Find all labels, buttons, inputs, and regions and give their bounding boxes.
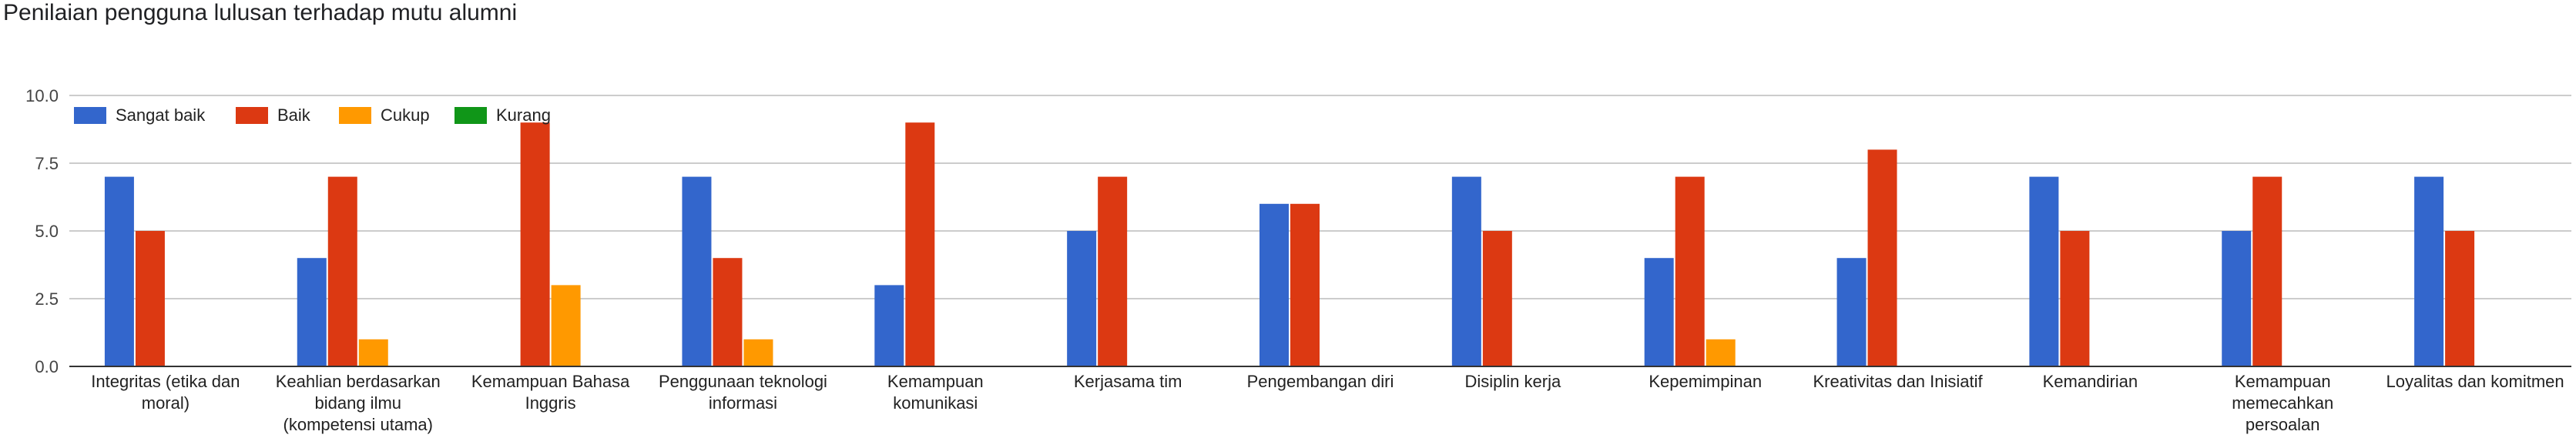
y-tick-label: 7.5 xyxy=(35,154,59,173)
legend-label: Cukup xyxy=(381,105,430,125)
x-category-label: Kepemimpinan xyxy=(1649,372,1762,391)
x-category-label: Pengembangan diri xyxy=(1247,372,1394,391)
x-category-label: Kemampuan komunikasi xyxy=(887,372,984,413)
chart-title: Penilaian pengguna lulusan terhadap mutu… xyxy=(3,0,517,25)
bar xyxy=(2445,231,2475,366)
bar xyxy=(2222,231,2252,366)
bar xyxy=(1259,203,1289,366)
x-category-label: Kreativitas dan Inisiatif xyxy=(1813,372,1983,391)
bar xyxy=(2252,176,2283,366)
legend-label: Baik xyxy=(277,105,311,125)
bar xyxy=(135,231,165,366)
x-category-label: Kemandirian xyxy=(2043,372,2138,391)
legend-label: Sangat baik xyxy=(116,105,206,125)
x-category-label: Kerjasama tim xyxy=(1074,372,1182,391)
y-tick-label: 5.0 xyxy=(35,222,59,241)
legend: Sangat baik Baik Cukup Kurang xyxy=(74,105,551,125)
bar xyxy=(743,339,773,366)
x-category-label: Kemampuan Bahasa Inggris xyxy=(471,372,630,413)
bar xyxy=(905,122,935,366)
bar xyxy=(2414,176,2444,366)
bar xyxy=(1482,231,1512,366)
x-category-label: Loyalitas dan komitmen xyxy=(2386,372,2564,391)
x-category-label: Keahlian berdasarkan bidang ilmu (kompeten… xyxy=(276,372,441,434)
legend-swatch xyxy=(74,107,106,124)
bar xyxy=(1098,176,1128,366)
bar xyxy=(2029,176,2059,366)
legend-label: Kurang xyxy=(496,105,551,125)
legend-swatch xyxy=(454,107,487,124)
bar xyxy=(1675,176,1705,366)
legend-swatch xyxy=(339,107,371,124)
bar xyxy=(327,176,357,366)
bar xyxy=(1867,149,1897,366)
bar xyxy=(520,122,550,366)
bar xyxy=(1836,258,1867,366)
bar xyxy=(1706,339,1736,366)
x-category-label: Disiplin kerja xyxy=(1464,372,1561,391)
bar xyxy=(682,176,712,366)
legend-swatch xyxy=(236,107,268,124)
bar xyxy=(1451,176,1481,366)
y-tick-label: 10.0 xyxy=(25,86,59,105)
x-axis-category-labels: Integritas (etika dan moral) Keahlian berd… xyxy=(91,372,2564,434)
bars xyxy=(104,122,2475,366)
x-category-label: Integritas (etika dan moral) xyxy=(91,372,240,413)
bar xyxy=(551,285,581,366)
y-tick-label: 0.0 xyxy=(35,357,59,376)
bar xyxy=(1067,231,1097,366)
x-category-label: Penggunaan teknologi informasi xyxy=(659,372,827,413)
bar xyxy=(297,258,327,366)
gridlines xyxy=(69,95,2571,299)
bar xyxy=(1644,258,1674,366)
bar xyxy=(874,285,904,366)
bar xyxy=(2060,231,2090,366)
y-axis-tick-labels: 0.0 2.5 5.0 7.5 10.0 xyxy=(25,86,59,376)
bar xyxy=(104,176,134,366)
x-category-label: Kemampuan memecahkan persoalan xyxy=(2232,372,2333,434)
bar xyxy=(1290,203,1320,366)
bar xyxy=(358,339,388,366)
bar xyxy=(713,258,743,366)
y-tick-label: 2.5 xyxy=(35,289,59,309)
